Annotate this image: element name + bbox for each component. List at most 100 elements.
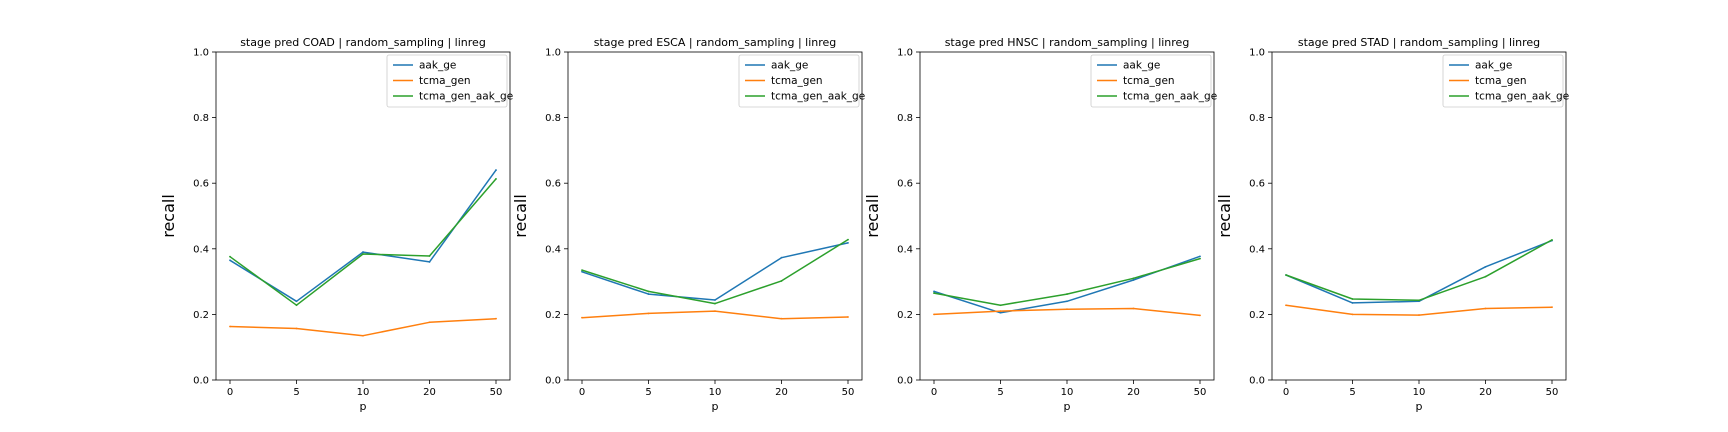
- x-tick-label: 5: [997, 387, 1003, 398]
- data-point-tcma_gen_aak_ge: [229, 255, 231, 258]
- y-tick-label: 0.0: [545, 376, 561, 387]
- x-tick-label: 50: [490, 387, 503, 398]
- series-line-tcma_gen: [1285, 304, 1553, 316]
- data-point-tcma_gen_aak_ge: [1551, 239, 1553, 241]
- y-tick-label: 0.2: [193, 310, 209, 321]
- x-tick-label: 0: [227, 387, 233, 398]
- chart-panel-2: stage pred HNSC | random_sampling | linr…: [863, 36, 1217, 413]
- x-tick-label: 50: [1194, 387, 1207, 398]
- legend-box: [1442, 54, 1564, 108]
- data-point-tcma_gen_aak_ge: [1484, 275, 1487, 278]
- x-axis-label: p: [1064, 400, 1071, 413]
- y-tick-label: 0.2: [1249, 310, 1265, 321]
- data-point-aak_ge: [647, 293, 650, 295]
- legend-label: tcma_gen_aak_ge: [419, 91, 513, 103]
- chart-panel-3: stage pred STAD | random_sampling | linr…: [1215, 36, 1569, 413]
- data-point-tcma_gen_aak_ge: [647, 290, 650, 293]
- data-point-tcma_gen_aak_ge: [495, 178, 497, 180]
- y-tick-label: 0.8: [897, 113, 913, 124]
- x-tick-label: 10: [1061, 387, 1074, 398]
- data-point-tcma_gen: [428, 321, 431, 324]
- y-axis-label: recall: [1215, 194, 1234, 238]
- data-point-tcma_gen_aak_ge: [428, 255, 431, 257]
- chart-panel-1: stage pred ESCA | random_sampling | linr…: [511, 36, 865, 413]
- data-point-aak_ge: [581, 270, 583, 273]
- data-point-tcma_gen: [1351, 313, 1354, 316]
- legend: aak_ge tcma_gen tcma_gen_aak_ge: [386, 54, 513, 108]
- data-point-aak_ge: [229, 259, 231, 262]
- data-point-tcma_gen_aak_ge: [581, 269, 583, 272]
- y-axis-label: recall: [511, 194, 530, 238]
- data-point-tcma_gen_aak_ge: [847, 238, 849, 241]
- data-point-aak_ge: [933, 290, 935, 293]
- y-tick-label: 0.8: [545, 113, 561, 124]
- y-tick-label: 1.0: [897, 48, 913, 59]
- y-tick-label: 1.0: [1249, 48, 1265, 59]
- legend-box: [738, 54, 860, 108]
- x-tick-label: 5: [645, 387, 651, 398]
- data-point-aak_ge: [495, 169, 497, 171]
- data-point-tcma_gen_aak_ge: [1132, 277, 1135, 280]
- legend-label: tcma_gen: [1123, 75, 1175, 87]
- data-point-tcma_gen_aak_ge: [1199, 257, 1201, 260]
- chart-title: stage pred ESCA | random_sampling | linr…: [594, 36, 837, 49]
- data-point-tcma_gen: [847, 316, 849, 318]
- x-axis-label: p: [1416, 400, 1423, 413]
- data-point-tcma_gen: [1199, 314, 1201, 317]
- x-tick-label: 20: [775, 387, 788, 398]
- x-axis-label: p: [712, 400, 719, 413]
- y-tick-label: 0.4: [545, 244, 561, 255]
- data-point-aak_ge: [999, 311, 1002, 314]
- legend-label: tcma_gen: [1475, 75, 1527, 87]
- y-tick-label: 0.6: [897, 179, 913, 190]
- legend-label: tcma_gen: [419, 75, 471, 87]
- data-point-tcma_gen_aak_ge: [1351, 298, 1354, 300]
- data-point-aak_ge: [1132, 279, 1135, 281]
- legend-label: tcma_gen_aak_ge: [1123, 91, 1217, 103]
- y-tick-label: 0.6: [193, 179, 209, 190]
- x-tick-label: 50: [1546, 387, 1559, 398]
- series-line-aak_ge: [933, 255, 1201, 314]
- y-tick-label: 0.0: [1249, 376, 1265, 387]
- data-point-tcma_gen: [581, 316, 583, 319]
- series-line-tcma_gen_aak_ge: [229, 178, 497, 306]
- legend: aak_ge tcma_gen tcma_gen_aak_ge: [738, 54, 865, 108]
- legend: aak_ge tcma_gen tcma_gen_aak_ge: [1090, 54, 1217, 108]
- data-point-tcma_gen_aak_ge: [295, 304, 298, 307]
- data-point-tcma_gen: [647, 312, 650, 315]
- legend-label: tcma_gen_aak_ge: [1475, 91, 1569, 103]
- data-point-aak_ge: [1351, 302, 1354, 304]
- legend-label: aak_ge: [1123, 60, 1160, 72]
- legend-label: aak_ge: [1475, 60, 1512, 72]
- data-point-tcma_gen_aak_ge: [1285, 274, 1287, 276]
- x-axis-label: p: [360, 400, 367, 413]
- series-line-aak_ge: [229, 169, 497, 303]
- series-line-aak_ge: [1285, 239, 1553, 304]
- data-point-tcma_gen_aak_ge: [780, 280, 783, 282]
- x-tick-label: 0: [1283, 387, 1289, 398]
- data-point-aak_ge: [1199, 255, 1201, 258]
- y-tick-label: 0.0: [897, 376, 913, 387]
- data-point-tcma_gen: [495, 317, 497, 320]
- y-tick-label: 0.8: [193, 113, 209, 124]
- chart-panel-0: stage pred COAD | random_sampling | linr…: [159, 36, 513, 413]
- x-tick-label: 50: [842, 387, 855, 398]
- data-point-tcma_gen: [780, 317, 783, 320]
- series-line-tcma_gen: [581, 310, 849, 320]
- legend-label: aak_ge: [771, 60, 808, 72]
- data-point-tcma_gen: [1066, 308, 1068, 311]
- data-point-tcma_gen: [714, 310, 716, 313]
- x-tick-label: 5: [293, 387, 299, 398]
- data-point-tcma_gen_aak_ge: [714, 302, 716, 305]
- data-point-aak_ge: [847, 241, 849, 244]
- data-point-tcma_gen: [1484, 307, 1487, 310]
- data-point-tcma_gen: [1551, 306, 1553, 309]
- y-tick-label: 1.0: [545, 48, 561, 59]
- data-point-tcma_gen: [999, 310, 1002, 313]
- data-point-tcma_gen_aak_ge: [362, 253, 364, 255]
- x-tick-label: 10: [709, 387, 722, 398]
- data-point-aak_ge: [1066, 300, 1068, 303]
- x-tick-label: 0: [931, 387, 937, 398]
- y-tick-label: 0.0: [193, 376, 209, 387]
- data-point-tcma_gen: [1132, 307, 1135, 310]
